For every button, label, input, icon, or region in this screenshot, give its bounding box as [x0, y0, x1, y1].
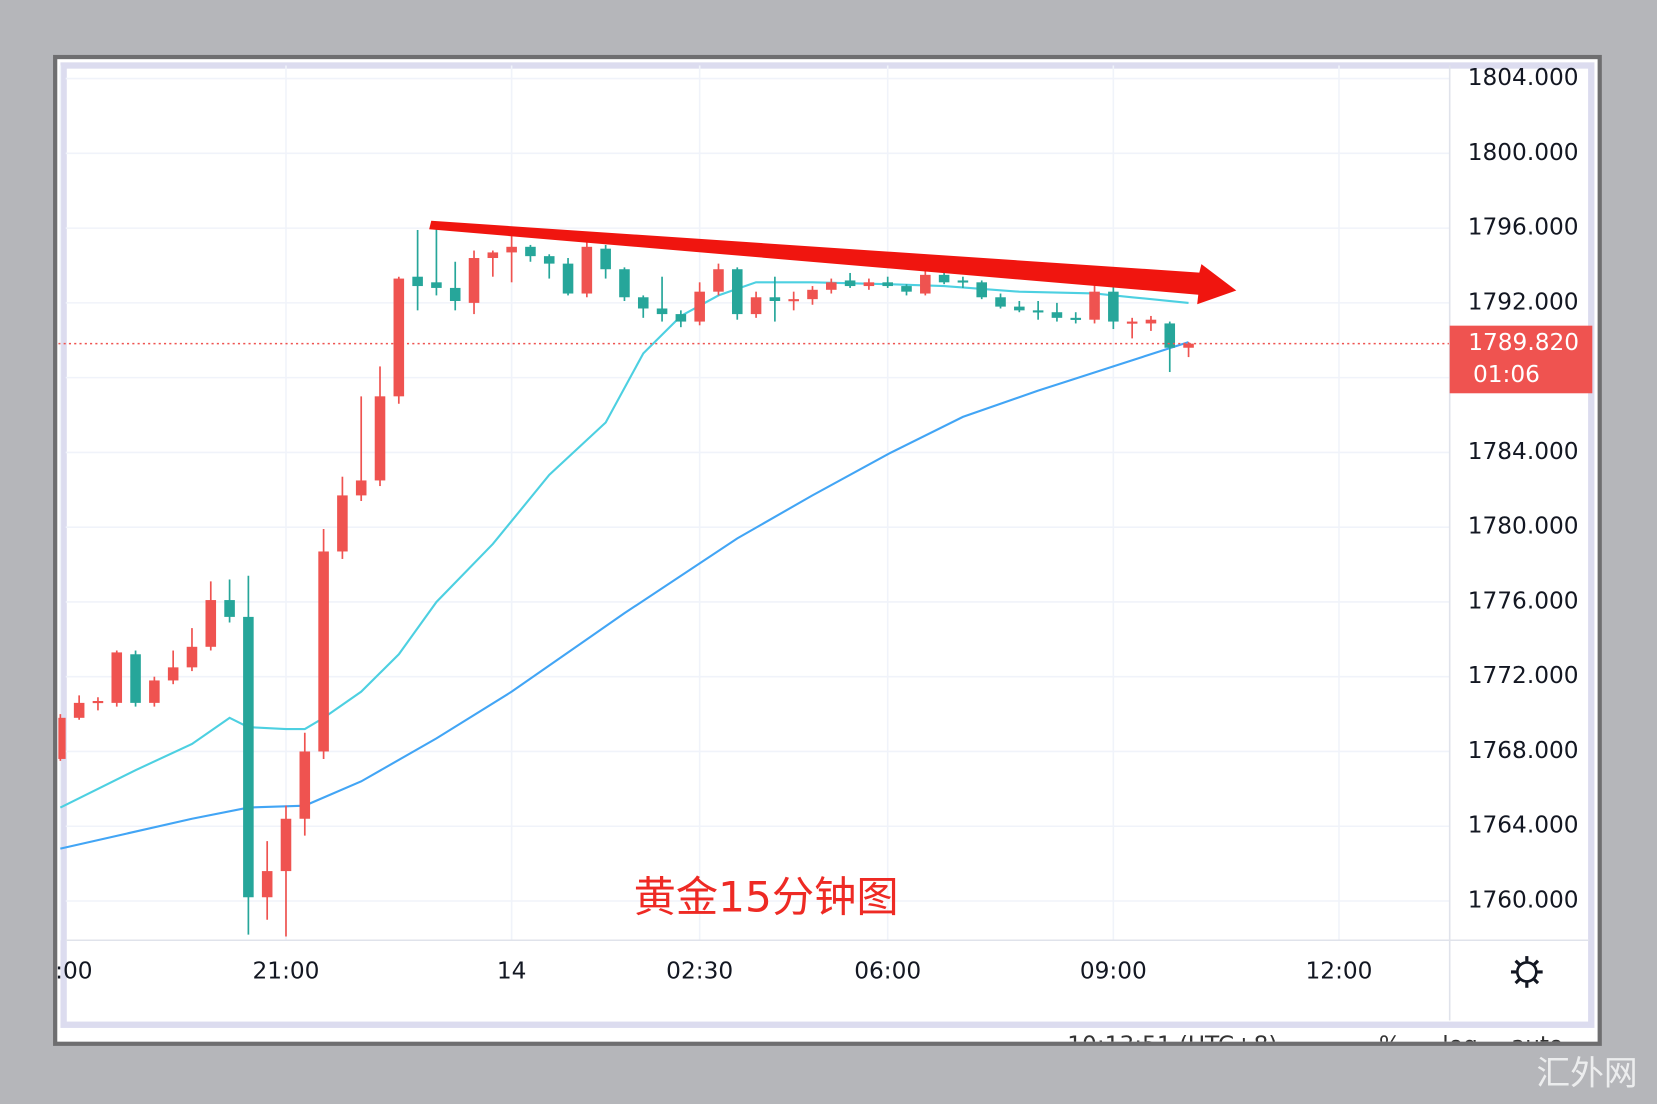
- y-tick-label: 1804.000: [1468, 64, 1579, 91]
- y-tick-label: 1796.000: [1468, 214, 1579, 241]
- candle-body: [1032, 310, 1044, 313]
- candle-body: [186, 646, 198, 668]
- plot-area: [58, 226, 1450, 937]
- candle-body: [938, 274, 950, 283]
- candle-body: [337, 495, 348, 552]
- ma-line: [60, 341, 1189, 850]
- y-tick-label: 1792.000: [1468, 288, 1579, 315]
- log-toggle[interactable]: log: [1442, 1031, 1477, 1058]
- candle-body: [844, 280, 856, 287]
- candle-body: [863, 282, 875, 287]
- candle-body: [374, 396, 386, 481]
- watermark: 汇外网: [1536, 1053, 1637, 1092]
- annotation: 黄金15分钟图: [634, 873, 899, 922]
- candle-body: [656, 308, 668, 315]
- candle-body: [1089, 291, 1100, 320]
- candle-body: [995, 297, 1006, 307]
- candle-body: [261, 871, 273, 898]
- candle-body: [600, 248, 611, 270]
- candle-body: [581, 246, 593, 294]
- candle-body: [807, 289, 818, 300]
- y-tick-label: 1780.000: [1468, 513, 1579, 540]
- y-tick-label: 1776.000: [1468, 587, 1579, 614]
- candle-body: [92, 701, 104, 704]
- bottom-bar: 10:13:51 (UTC+8) % log auto: [1067, 1031, 1563, 1058]
- candle-body: [130, 654, 141, 703]
- candle-body: [280, 818, 292, 872]
- candle-body: [525, 246, 536, 257]
- candle-body: [73, 702, 85, 718]
- y-tick-label: 1768.000: [1468, 737, 1579, 764]
- y-tick-label: 1764.000: [1468, 812, 1579, 839]
- grid: [59, 65, 1450, 941]
- candle-body: [243, 616, 254, 898]
- candle-body: [1108, 291, 1119, 322]
- candle-body: [318, 551, 329, 752]
- trend-arrow: [429, 220, 1237, 305]
- candle-body: [167, 667, 179, 681]
- candle-body: [468, 258, 480, 303]
- last-price-label: 1789.820: [1468, 329, 1579, 356]
- candle-body: [205, 600, 217, 647]
- x-tick-label: 06:00: [854, 957, 921, 984]
- countdown: 01:06: [1473, 361, 1540, 388]
- candle-body: [111, 652, 123, 703]
- candle-body: [957, 280, 969, 283]
- candle-body: [431, 282, 442, 288]
- candle-body: [58, 717, 66, 759]
- candle-body: [149, 680, 160, 703]
- candle-body: [826, 282, 837, 290]
- candle-body: [1126, 321, 1138, 324]
- candle-body: [637, 297, 649, 309]
- candle-body: [1014, 306, 1025, 311]
- candle-body: [731, 269, 743, 315]
- candle-body: [449, 287, 461, 302]
- candle-body: [1183, 343, 1194, 348]
- candle-body: [562, 263, 574, 294]
- inner-frame: [60, 62, 1595, 1028]
- candle-body: [487, 252, 499, 259]
- candle-body: [1164, 323, 1176, 348]
- y-tick-label: 1784.000: [1468, 438, 1579, 465]
- candle-body: [1051, 312, 1063, 318]
- x-tick-label: 09:00: [1080, 957, 1147, 984]
- candle-body: [976, 282, 988, 298]
- candle-body: [675, 314, 687, 322]
- candle-body: [694, 291, 705, 322]
- candle-body: [750, 297, 762, 315]
- y-tick-label: 1800.000: [1468, 139, 1579, 166]
- candle-body: [901, 286, 912, 292]
- candle-body: [788, 299, 799, 302]
- candle-body: [920, 274, 931, 294]
- y-tick-label: 1760.000: [1468, 886, 1579, 913]
- candle-body: [412, 276, 423, 287]
- x-tick-label: 21:00: [253, 957, 320, 984]
- candle-body: [299, 751, 311, 819]
- percent-toggle[interactable]: %: [1379, 1031, 1401, 1058]
- candle-body: [355, 480, 367, 496]
- candle-body: [1145, 319, 1157, 324]
- candle-body: [619, 269, 630, 298]
- x-tick-label: 02:30: [666, 957, 733, 984]
- candle-body: [713, 269, 724, 292]
- settings-icon[interactable]: [1510, 956, 1543, 988]
- x-tick-label: 14: [497, 957, 527, 984]
- last-price-box: [1449, 325, 1593, 394]
- candle-body: [543, 256, 555, 264]
- candle-body: [1070, 317, 1082, 320]
- x-tick-label: 12:00: [1306, 957, 1373, 984]
- candle-body: [506, 246, 517, 253]
- candle-body: [393, 278, 405, 397]
- clock: 10:13:51 (UTC+8): [1067, 1031, 1277, 1058]
- y-tick-label: 1772.000: [1468, 662, 1579, 689]
- x-tick-label: :00: [55, 957, 92, 984]
- candle-body: [769, 297, 781, 302]
- candle-body: [224, 600, 235, 617]
- candle-body: [882, 282, 893, 287]
- auto-toggle[interactable]: auto: [1511, 1031, 1563, 1058]
